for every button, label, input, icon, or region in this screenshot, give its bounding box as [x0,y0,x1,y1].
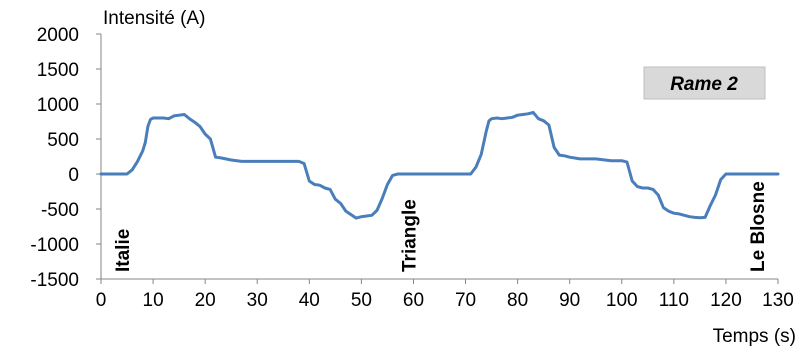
x-tick-label: 130 [762,290,794,311]
x-tick-label: 60 [403,290,424,311]
y-axis-label: Intensité (A) [103,8,205,29]
x-ticks: 0 10 20 30 40 50 60 70 80 90 100 110 120 130 [96,279,794,311]
station-label: Le Blosne [748,181,769,272]
x-axis-label: Temps (s) [713,326,796,347]
x-tick-label: 30 [247,290,268,311]
y-tick-label: 2000 [37,25,79,46]
y-tick-label: 0 [68,165,79,186]
y-tick-label: 1000 [37,95,79,116]
station-label: Italie [113,229,134,272]
badge-label: Rame 2 [670,74,738,95]
y-tick-label: 1500 [37,60,79,81]
series-line [99,110,780,220]
x-tick-label: 110 [659,290,689,311]
x-tick-label: 10 [143,290,164,311]
axes [100,34,778,280]
station-labels: Italie Triangle Le Blosne [113,181,769,272]
x-tick-label: 100 [606,290,638,311]
station-label: Triangle [399,199,420,272]
legend-badge: Rame 2 [643,66,766,100]
y-tick-label: -500 [41,200,79,221]
y-ticks: -1500 -1000 -500 0 500 1000 1500 2000 [30,25,101,291]
x-tick-label: 20 [195,290,216,311]
series [99,110,780,220]
x-tick-label: 80 [507,290,528,311]
y-tick-label: -1500 [30,270,79,291]
x-tick-label: 40 [299,290,320,311]
y-tick-label: 500 [47,130,79,151]
x-tick-label: 120 [710,290,742,311]
x-tick-label: 0 [96,290,107,311]
x-tick-label: 50 [351,290,372,311]
x-tick-label: 70 [455,290,476,311]
x-tick-label: 90 [559,290,580,311]
badge-box [643,66,766,100]
y-tick-label: -1000 [30,235,79,256]
